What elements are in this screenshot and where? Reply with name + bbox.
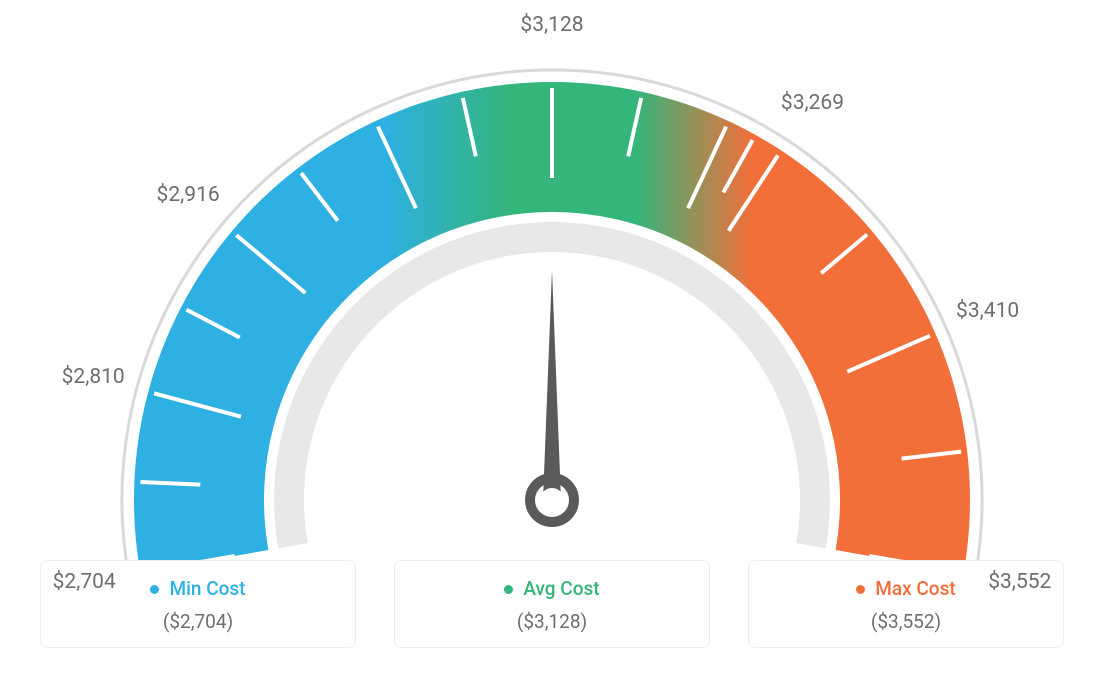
gauge-tick-label: $2,916 [157, 183, 220, 207]
avg-dot-icon [504, 585, 513, 594]
gauge-tick-label: $2,810 [62, 365, 125, 389]
gauge-tick-label: $3,410 [956, 299, 1019, 323]
gauge-svg [0, 0, 1104, 560]
avg-cost-card: Avg Cost ($3,128) [394, 560, 710, 648]
gauge-tick-label: $3,552 [988, 570, 1051, 594]
gauge-tick-label: $3,269 [781, 91, 844, 115]
gauge-tick-label: $3,128 [520, 13, 583, 37]
min-cost-title: Min Cost [169, 577, 245, 600]
avg-cost-value: ($3,128) [405, 610, 699, 633]
legend-row: Min Cost ($2,704) Avg Cost ($3,128) Max … [0, 560, 1104, 668]
gauge-tick-label: $2,704 [53, 570, 116, 594]
max-cost-title: Max Cost [875, 577, 955, 600]
max-cost-value: ($3,552) [759, 610, 1053, 633]
min-dot-icon [150, 585, 159, 594]
max-dot-icon [856, 585, 865, 594]
min-cost-value: ($2,704) [51, 610, 345, 633]
avg-cost-title: Avg Cost [523, 577, 599, 600]
gauge-chart: $2,704$2,810$2,916$3,128$3,269$3,410$3,5… [0, 0, 1104, 560]
